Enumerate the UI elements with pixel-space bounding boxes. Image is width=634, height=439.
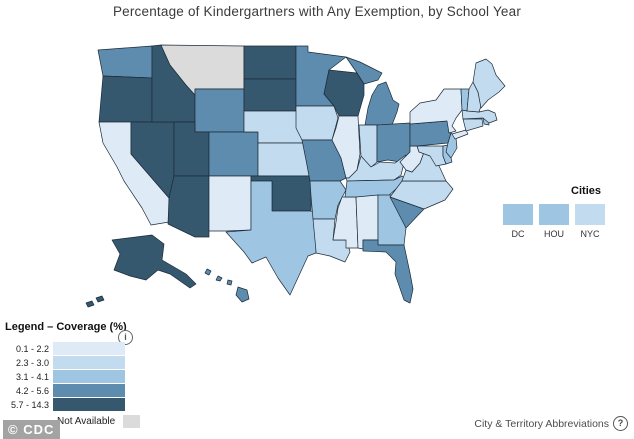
legend-row: 0.1 - 2.2 bbox=[5, 342, 155, 355]
cities-legend: Cities DC HOU NYC bbox=[503, 185, 613, 239]
not-available-swatch bbox=[123, 415, 141, 428]
state-tx[interactable]: Texas bbox=[225, 180, 317, 296]
legend-swatch bbox=[53, 370, 125, 383]
legend-row: 4.2 - 5.6 bbox=[5, 384, 155, 397]
legend-row: 5.7 - 14.3 bbox=[5, 398, 155, 411]
state-ar[interactable]: Arkansas bbox=[309, 180, 347, 220]
legend-range-label: 0.1 - 2.2 bbox=[15, 343, 49, 354]
city-swatch[interactable] bbox=[539, 204, 569, 225]
city-label: DC bbox=[511, 229, 525, 239]
city-nyc[interactable]: NYC bbox=[575, 204, 605, 239]
cities-row: DC HOU NYC bbox=[503, 204, 613, 239]
page-title: Percentage of Kindergartners with Any Ex… bbox=[112, 4, 522, 19]
state-ia[interactable]: Iowa bbox=[295, 105, 339, 141]
city-dc[interactable]: DC bbox=[503, 204, 533, 239]
legend-row: 3.1 - 4.1 bbox=[5, 370, 155, 383]
legend-range-label: 2.3 - 3.0 bbox=[15, 357, 49, 368]
cdc-logo: © CDC bbox=[3, 420, 61, 439]
state-wa[interactable]: Washington bbox=[97, 45, 153, 79]
legend-swatch bbox=[53, 356, 125, 369]
state-fl[interactable]: Florida bbox=[362, 239, 414, 304]
state-pa[interactable]: Pennsylvania bbox=[409, 120, 452, 147]
legend-range-label: 3.1 - 4.1 bbox=[15, 371, 49, 382]
state-az[interactable]: Arizona bbox=[167, 175, 210, 238]
state-nj[interactable]: New Jersey bbox=[445, 132, 458, 159]
state-sd[interactable]: South Dakota bbox=[243, 78, 297, 112]
help-icon[interactable]: ? bbox=[613, 416, 628, 431]
state-ks[interactable]: Kansas bbox=[257, 142, 312, 177]
info-icon[interactable]: i bbox=[118, 330, 133, 345]
state-mi[interactable]: Michigan bbox=[345, 56, 400, 126]
state-wy[interactable]: Wyoming bbox=[194, 88, 245, 133]
legend-rows: 0.1 - 2.2 2.3 - 3.0 3.1 - 4.1 4.2 - 5.6 5.7 … bbox=[5, 342, 155, 412]
legend-swatch bbox=[53, 342, 125, 355]
state-nm[interactable]: New Mexico bbox=[208, 175, 252, 232]
state-ct[interactable]: Connecticut bbox=[462, 118, 484, 132]
state-la[interactable]: Louisiana bbox=[312, 218, 351, 263]
state-in[interactable]: Indiana bbox=[358, 124, 378, 169]
cities-title: Cities bbox=[571, 185, 601, 197]
abbreviations-label: City & Territory Abbreviations bbox=[474, 417, 609, 430]
coverage-legend: Legend – Coverage (%) i 0.1 - 2.2 2.3 - 3… bbox=[5, 321, 155, 428]
state-ak[interactable]: Alaska bbox=[85, 234, 197, 308]
state-hi[interactable]: Hawaii bbox=[204, 268, 250, 303]
city-hou[interactable]: HOU bbox=[539, 204, 569, 239]
legend-swatch bbox=[53, 398, 125, 411]
abbreviations-link[interactable]: City & Territory Abbreviations ? bbox=[474, 416, 628, 431]
legend-not-available: Not Available bbox=[57, 415, 141, 428]
legend-range-label: 5.7 - 14.3 bbox=[10, 399, 49, 410]
state-or[interactable]: Oregon bbox=[98, 75, 153, 123]
city-label: HOU bbox=[544, 229, 564, 239]
legend-swatch bbox=[53, 384, 125, 397]
city-label: NYC bbox=[580, 229, 600, 239]
city-swatch[interactable] bbox=[503, 204, 533, 225]
state-co[interactable]: Colorado bbox=[208, 131, 259, 177]
legend-title: Legend – Coverage (%) bbox=[5, 321, 127, 333]
city-swatch[interactable] bbox=[575, 204, 605, 225]
legend-range-label: 4.2 - 5.6 bbox=[15, 385, 49, 396]
not-available-label: Not Available bbox=[57, 416, 116, 427]
state-nd[interactable]: North Dakota bbox=[243, 45, 297, 80]
legend-row: 2.3 - 3.0 bbox=[5, 356, 155, 369]
state-me[interactable]: Maine bbox=[472, 58, 506, 109]
state-ma[interactable]: Massachusetts bbox=[461, 109, 498, 124]
